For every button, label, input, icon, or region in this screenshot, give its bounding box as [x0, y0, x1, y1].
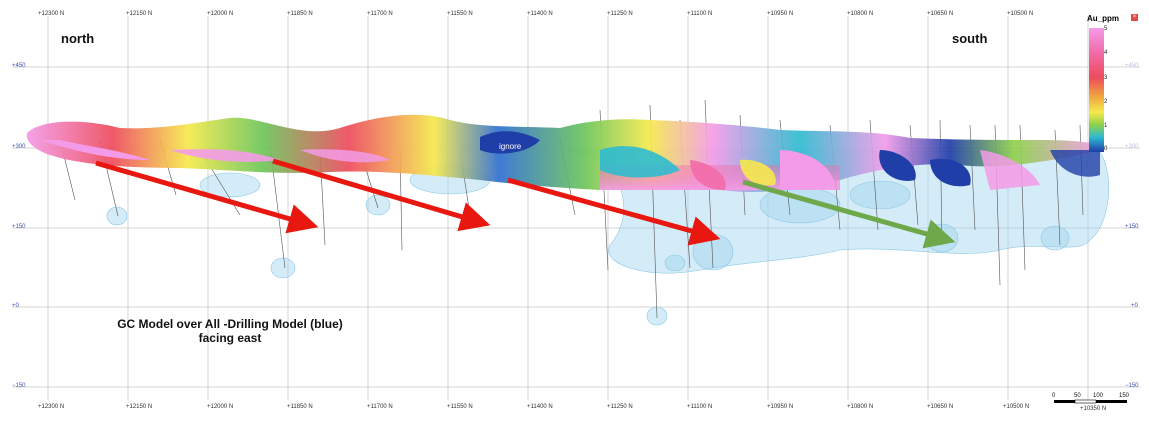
- northing-label: +10950 N: [767, 11, 794, 17]
- green-trend-arrow: [742, 179, 956, 249]
- northing-label: +10500 N: [1007, 11, 1034, 17]
- caption-line-1: GC Model over All -Drilling Model (blue): [117, 317, 343, 331]
- ignore-label: ignore: [499, 142, 522, 151]
- northing-label: +11550 N: [447, 404, 473, 410]
- elevation-label: −150: [1125, 383, 1139, 389]
- elevation-label: +0: [12, 303, 19, 309]
- northing-label: +11700 N: [367, 404, 393, 410]
- northing-label: +12000 N: [207, 404, 234, 410]
- elevation-label: +300: [12, 144, 26, 150]
- northing-label: +11100 N: [687, 404, 713, 410]
- northing-label: +11250 N: [607, 404, 633, 410]
- caption-line-2: facing east: [198, 331, 262, 345]
- northing-label: +10800 N: [847, 11, 874, 17]
- northing-label: +11400 N: [527, 404, 553, 410]
- legend-tick: 4: [1104, 50, 1108, 56]
- elevation-label: +300: [1125, 144, 1139, 150]
- northing-label: +11850 N: [287, 11, 313, 17]
- south-label: south: [952, 31, 988, 46]
- northing-label: +10650 N: [927, 404, 954, 410]
- northing-label: +11400 N: [527, 11, 553, 17]
- elevation-label: −150: [12, 383, 26, 389]
- northing-label: +12300 N: [38, 11, 65, 17]
- elevation-label: +450: [12, 63, 26, 69]
- scale-label: 0: [1052, 393, 1056, 399]
- northing-label: +11250 N: [607, 11, 633, 17]
- northing-label: +11100 N: [687, 11, 713, 17]
- gc-model: [26, 114, 1100, 192]
- red-trend-arrow-1: [95, 160, 319, 234]
- legend-tick: 1: [1104, 123, 1108, 129]
- legend-tick: 2: [1104, 99, 1108, 105]
- red-trend-arrow-3: [507, 177, 721, 246]
- legend-tick: 0: [1104, 146, 1108, 152]
- elevation-label: +450: [1125, 63, 1139, 69]
- elevation-label: +150: [12, 224, 26, 230]
- northing-label: +10350 N: [1080, 406, 1107, 412]
- elevation-label: +0: [1131, 303, 1138, 309]
- red-trend-arrow-2: [272, 158, 491, 232]
- northing-label: +11700 N: [367, 11, 393, 17]
- scale-bar: [1054, 399, 1127, 404]
- legend-color-bar: [1089, 28, 1104, 152]
- scale-label: 150: [1119, 393, 1130, 399]
- northing-label: +10500 N: [1003, 404, 1030, 410]
- trend-arrows: [95, 158, 956, 249]
- north-label: north: [61, 31, 95, 46]
- northing-label: +11850 N: [287, 404, 313, 410]
- caption: GC Model over All -Drilling Model (blue)…: [100, 317, 360, 345]
- close-icon[interactable]: ×: [1131, 14, 1138, 21]
- northing-label: +12000 N: [207, 11, 234, 17]
- scale-label: 100: [1093, 393, 1104, 399]
- elevation-label: +150: [1125, 224, 1139, 230]
- northing-label: +12300 N: [38, 404, 65, 410]
- legend-tick: 5: [1104, 26, 1108, 32]
- northing-label: +10650 N: [927, 11, 954, 17]
- northing-label: +12150 N: [126, 404, 153, 410]
- northing-label: +11550 N: [447, 11, 473, 17]
- scale-label: 50: [1074, 393, 1081, 399]
- northing-label: +12150 N: [126, 11, 153, 17]
- legend-title: Au_ppm: [1087, 14, 1119, 23]
- northing-label: +10950 N: [767, 404, 794, 410]
- legend-tick: 3: [1104, 75, 1108, 81]
- northing-label: +10800 N: [847, 404, 874, 410]
